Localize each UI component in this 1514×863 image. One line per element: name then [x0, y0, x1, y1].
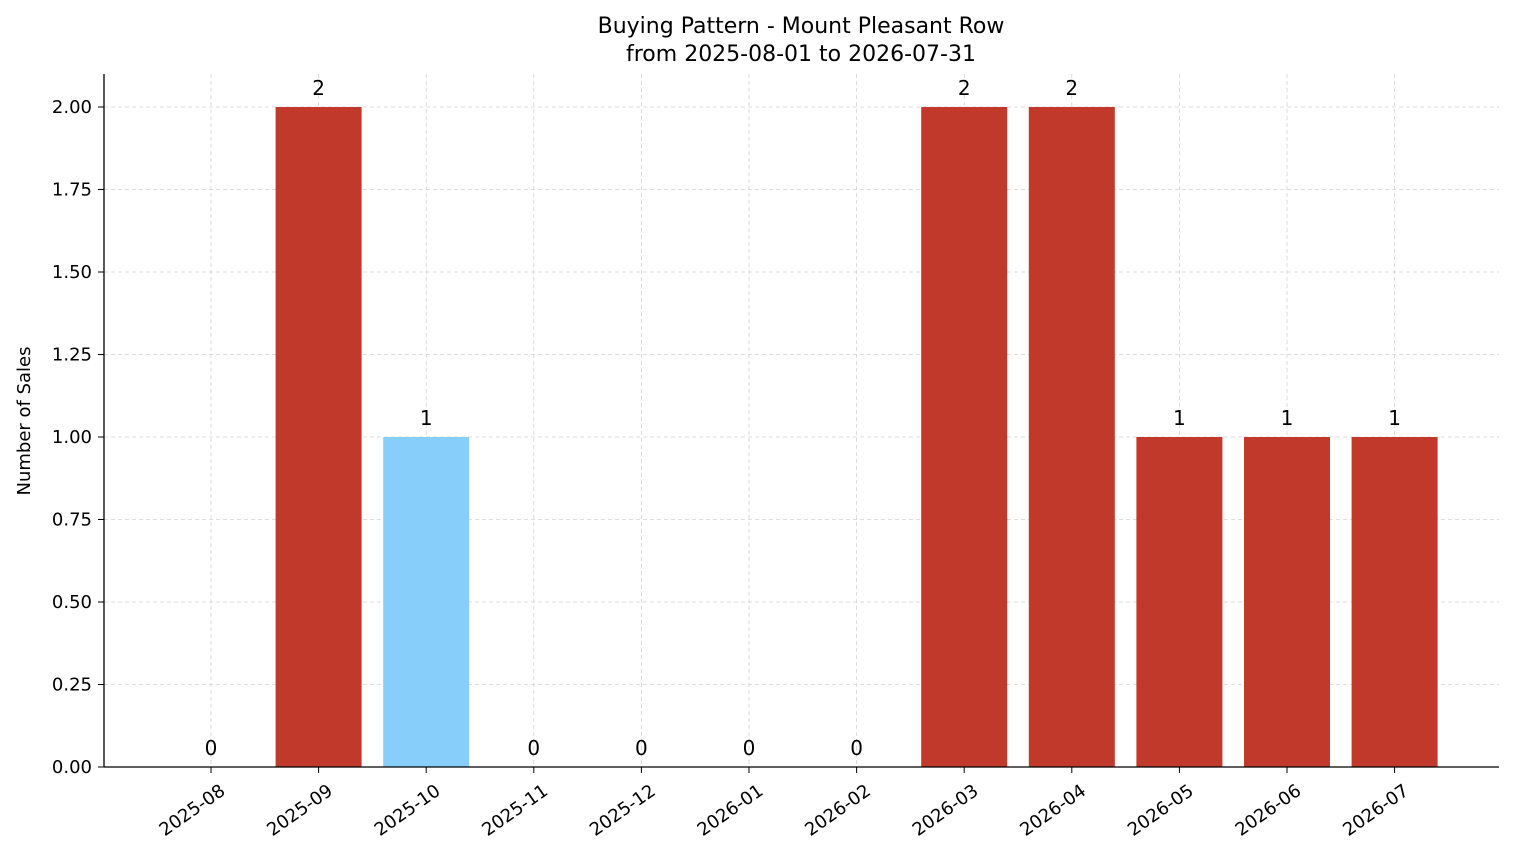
data-label-2026-02: 0	[850, 736, 863, 760]
data-label-2026-07: 1	[1388, 406, 1401, 430]
bar-2026-05	[1136, 437, 1223, 767]
x-tick-label: 2025-12	[586, 780, 660, 840]
x-tick-label: 2025-11	[478, 780, 552, 840]
bar-2026-07	[1351, 437, 1438, 767]
data-label-2025-09: 2	[312, 76, 325, 100]
y-tick-label: 2.00	[52, 97, 92, 118]
y-tick-label: 1.50	[52, 262, 92, 283]
bar-labels: 0 2 1 0 0 0 0 2 2 1 1 1	[205, 76, 1401, 760]
bar-2025-09	[275, 107, 362, 767]
chart-subtitle: from 2025-08-01 to 2026-07-31	[626, 42, 976, 67]
data-label-2026-04: 2	[1065, 76, 1078, 100]
data-label-2026-06: 1	[1281, 406, 1294, 430]
y-tick-label: 1.00	[52, 427, 92, 448]
x-tick-label: 2026-01	[694, 780, 768, 840]
y-tick-label: 0.25	[52, 675, 92, 696]
y-ticks: 0.00 0.25 0.50 0.75 1.00 1.25 1.50 1.75 2.00	[52, 97, 104, 778]
x-tick-label: 2025-08	[156, 780, 230, 840]
chart-title: Buying Pattern - Mount Pleasant Row	[598, 14, 1005, 39]
data-label-2025-11: 0	[527, 736, 540, 760]
y-tick-label: 1.75	[52, 180, 92, 201]
y-tick-label: 0.50	[52, 592, 92, 613]
x-tick-label: 2026-06	[1232, 780, 1306, 840]
x-tick-label: 2026-05	[1124, 780, 1198, 840]
data-label-2026-01: 0	[743, 736, 756, 760]
bar-2026-06	[1244, 437, 1330, 767]
bar-2025-10	[383, 437, 470, 767]
data-label-2025-10: 1	[420, 406, 433, 430]
y-tick-label: 0.75	[52, 510, 92, 531]
data-label-2026-03: 2	[958, 76, 971, 100]
data-label-2026-05: 1	[1173, 406, 1186, 430]
x-ticks: 2025-08 2025-09 2025-10 2025-11 2025-12 2026-…	[156, 767, 1413, 841]
y-tick-label: 0.00	[52, 757, 92, 778]
x-tick-label: 2025-10	[371, 780, 445, 840]
data-label-2025-12: 0	[635, 736, 648, 760]
y-axis-label: Number of Sales	[14, 346, 35, 495]
bars	[275, 107, 1438, 767]
bar-2026-03	[921, 107, 1008, 767]
x-tick-label: 2026-07	[1339, 780, 1413, 840]
data-label-2025-08: 0	[205, 736, 218, 760]
x-tick-label: 2025-09	[263, 780, 337, 840]
x-tick-label: 2026-02	[801, 780, 875, 840]
x-tick-label: 2026-04	[1016, 780, 1090, 840]
bar-2026-04	[1028, 107, 1115, 767]
x-tick-label: 2026-03	[909, 780, 983, 840]
y-tick-label: 1.25	[52, 345, 92, 366]
